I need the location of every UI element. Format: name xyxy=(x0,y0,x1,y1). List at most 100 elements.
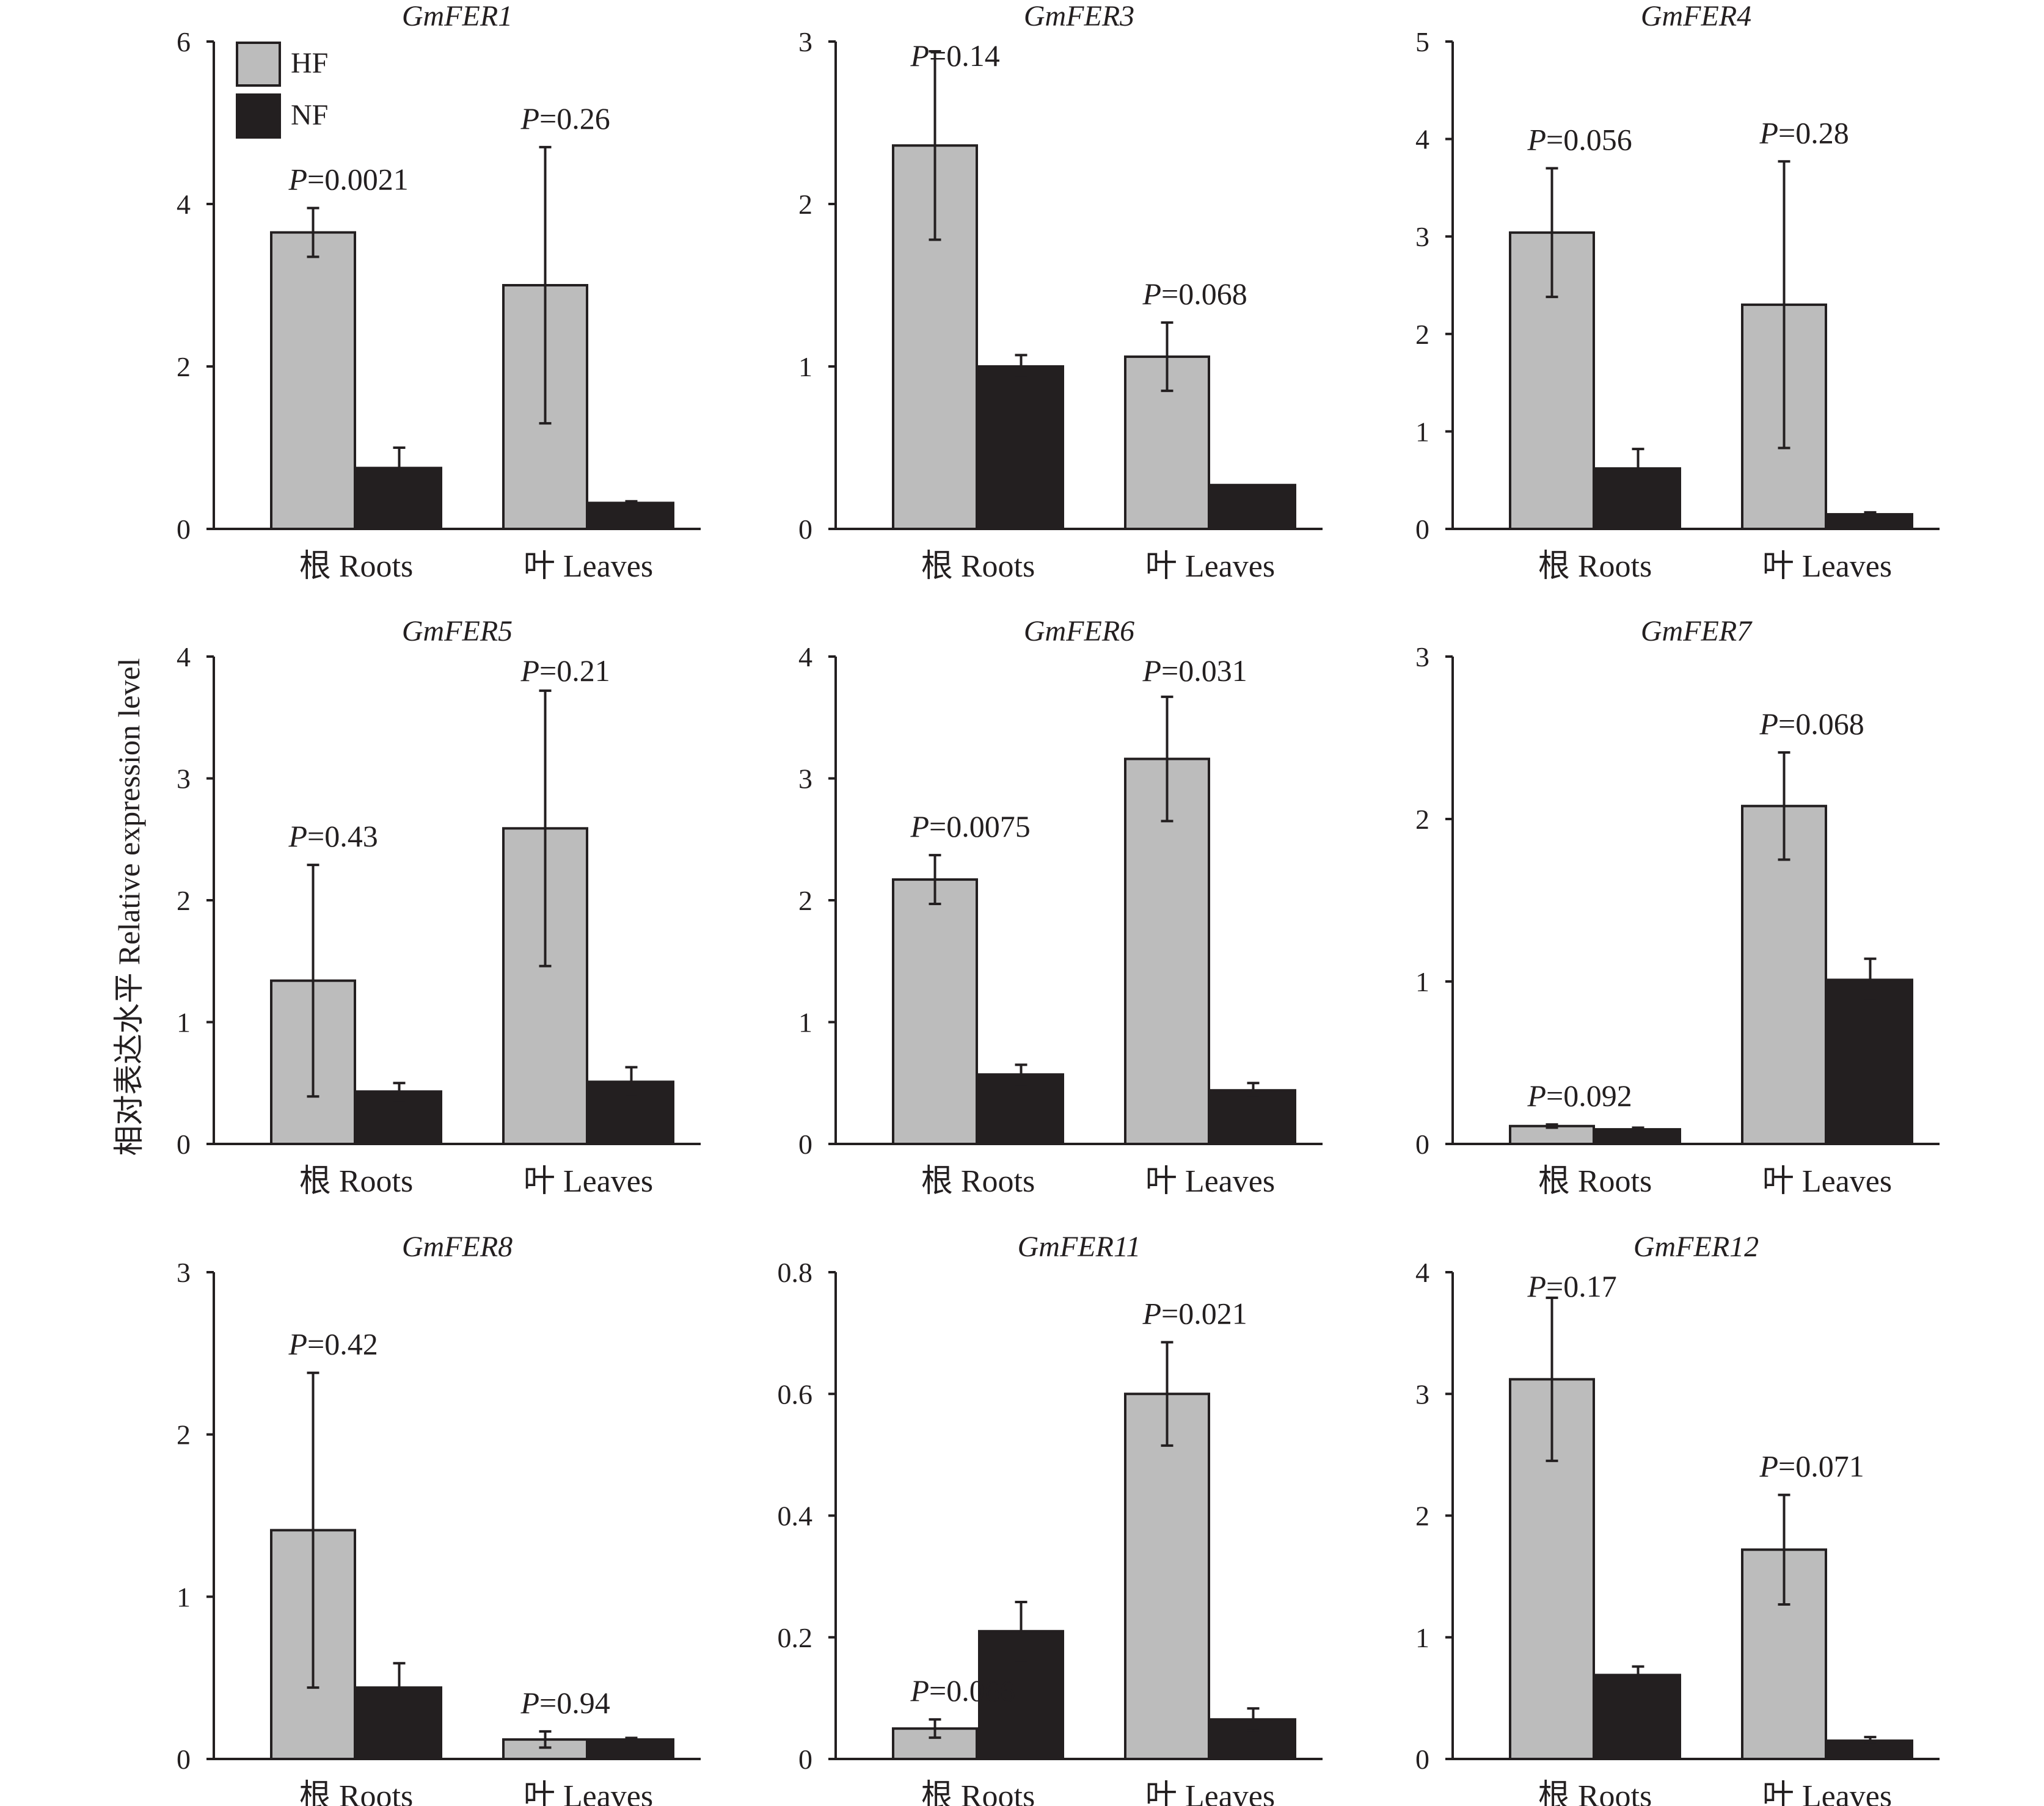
x-tick-label: 叶 Leaves xyxy=(524,1164,653,1199)
y-tick-label: 1 xyxy=(1415,1622,1429,1653)
legend-label-nf: NF xyxy=(291,99,328,131)
y-tick-label: 3 xyxy=(1415,641,1429,672)
bar-nf-roots xyxy=(1595,1673,1681,1761)
legend-swatch-nf xyxy=(236,93,281,139)
y-tick-label: 4 xyxy=(177,641,191,672)
p-value-label: P=0.26 xyxy=(520,101,610,136)
y-tick-label: 1 xyxy=(177,1581,191,1612)
y-tick-label: 0 xyxy=(1415,1129,1429,1160)
error-bar xyxy=(1015,1600,1027,1662)
error-bar xyxy=(393,1662,406,1713)
x-tick-label: 叶 Leaves xyxy=(1145,1164,1275,1199)
chart-panel-gmfer8: GmFER8 0 1 2 3 P=0.42 根 Roots P=0.94 叶 Leaves xyxy=(177,1231,701,1806)
chart-title: GmFER5 xyxy=(402,615,513,647)
chart-panel-gmfer6: GmFER6 0 1 2 3 4 P=0.0075 根 Roots P=0.031 叶 Leave… xyxy=(798,615,1323,1199)
y-tick-label: 0 xyxy=(798,514,812,545)
error-bar xyxy=(625,500,638,506)
error-bar xyxy=(1546,167,1558,299)
error-bar xyxy=(539,1730,552,1749)
y-tick-label: 0 xyxy=(798,1129,812,1160)
error-bar xyxy=(393,446,406,490)
y-tick-label: 1 xyxy=(798,351,812,382)
error-bar xyxy=(1632,1665,1644,1685)
bar-nf-roots xyxy=(978,1073,1064,1146)
error-bar xyxy=(1161,695,1173,823)
chart-title: GmFER7 xyxy=(1641,615,1753,647)
p-value-label: P=0.092 xyxy=(1527,1079,1632,1113)
y-axis-label: 相对表达水平 Relative expression level xyxy=(112,658,146,1156)
chart-panel-gmfer1: GmFER1 0 2 4 6 P=0.0021 根 Roots P=0.26 叶 Leaves xyxy=(177,0,701,584)
y-tick-label: 0.2 xyxy=(778,1622,813,1653)
bar-hf-roots xyxy=(892,878,978,1145)
error-bar xyxy=(1864,511,1877,518)
error-bar xyxy=(1015,1063,1027,1086)
bar-nf-leaves xyxy=(1827,978,1913,1145)
error-bar xyxy=(1778,751,1790,861)
y-tick-label: 1 xyxy=(177,1007,191,1038)
bar-hf-roots xyxy=(270,231,356,530)
x-tick-label: 根 Roots xyxy=(299,549,413,584)
bar-hf-leaves xyxy=(1124,757,1210,1145)
error-bar xyxy=(1632,448,1644,489)
y-tick-label: 2 xyxy=(1415,804,1429,835)
chart-panel-gmfer4: GmFER4 0 1 2 3 4 5 P=0.056 根 Roots P=0.28 叶 Leaves xyxy=(1415,0,1940,584)
p-value-label: P=0.94 xyxy=(520,1686,610,1720)
error-bar xyxy=(1161,1341,1173,1447)
error-bar xyxy=(1015,354,1027,379)
bar-nf-leaves xyxy=(588,1738,674,1761)
y-tick-label: 3 xyxy=(798,26,812,57)
p-value-label: P=0.17 xyxy=(1527,1269,1617,1303)
error-bar xyxy=(307,206,319,258)
y-tick-label: 3 xyxy=(177,763,191,795)
bar-nf-leaves xyxy=(1210,1089,1296,1145)
p-value-label: P=0.056 xyxy=(1527,122,1632,156)
x-tick-label: 叶 Leaves xyxy=(1762,549,1892,584)
chart-title: GmFER8 xyxy=(402,1231,513,1263)
error-bar xyxy=(393,1082,406,1102)
chart-title: GmFER4 xyxy=(1641,0,1751,32)
error-bar xyxy=(1161,321,1173,392)
legend: HF NF xyxy=(236,42,328,139)
p-value-label: P=0.0021 xyxy=(288,162,409,197)
y-tick-label: 2 xyxy=(798,189,812,220)
y-tick-label: 0 xyxy=(177,514,191,545)
error-bar xyxy=(1864,957,1877,1002)
y-tick-label: 0.4 xyxy=(778,1501,813,1532)
y-tick-label: 0 xyxy=(1415,514,1429,545)
p-value-label: P=0.42 xyxy=(288,1327,378,1361)
y-tick-label: 4 xyxy=(1415,124,1429,155)
error-bar xyxy=(1247,1082,1260,1099)
error-bar xyxy=(929,854,941,905)
error-bar xyxy=(929,1718,941,1739)
chart-title: GmFER12 xyxy=(1633,1231,1759,1263)
chart-title: GmFER1 xyxy=(402,0,513,32)
chart-panel-gmfer5: GmFER5 0 1 2 3 4 P=0.43 根 Roots P=0.21 叶 Leaves xyxy=(177,615,701,1199)
bar-nf-leaves xyxy=(1210,484,1296,530)
p-value-label: P=0.43 xyxy=(288,819,378,853)
y-tick-label: 0.8 xyxy=(778,1257,813,1288)
error-bar xyxy=(1778,1493,1790,1606)
x-tick-label: 根 Roots xyxy=(1538,1164,1652,1199)
chart-panel-gmfer11: GmFER11 0 0.2 0.4 0.6 0.8 P=0.066 根 Roots P=0.02… xyxy=(778,1231,1323,1806)
x-tick-label: 叶 Leaves xyxy=(1145,1779,1275,1806)
x-tick-label: 叶 Leaves xyxy=(524,1779,653,1806)
y-tick-label: 4 xyxy=(177,189,191,220)
x-tick-label: 根 Roots xyxy=(921,1779,1035,1806)
chart-title: GmFER3 xyxy=(1024,0,1134,32)
y-tick-label: 1 xyxy=(798,1007,812,1038)
y-tick-label: 4 xyxy=(798,641,812,672)
y-tick-label: 4 xyxy=(1415,1257,1429,1288)
y-tick-label: 2 xyxy=(1415,1501,1429,1532)
p-value-label: P=0.071 xyxy=(1759,1449,1864,1484)
y-tick-label: 1 xyxy=(1415,416,1429,447)
y-tick-label: 6 xyxy=(177,26,191,57)
y-tick-label: 0.6 xyxy=(778,1378,813,1410)
y-tick-label: 0 xyxy=(177,1744,191,1775)
chart-title: GmFER6 xyxy=(1024,615,1134,647)
p-value-label: P=0.068 xyxy=(1759,707,1864,741)
error-bar xyxy=(625,1066,638,1098)
p-value-label: P=0.068 xyxy=(1142,277,1247,311)
y-tick-label: 2 xyxy=(798,885,812,916)
x-tick-label: 叶 Leaves xyxy=(1762,1164,1892,1199)
